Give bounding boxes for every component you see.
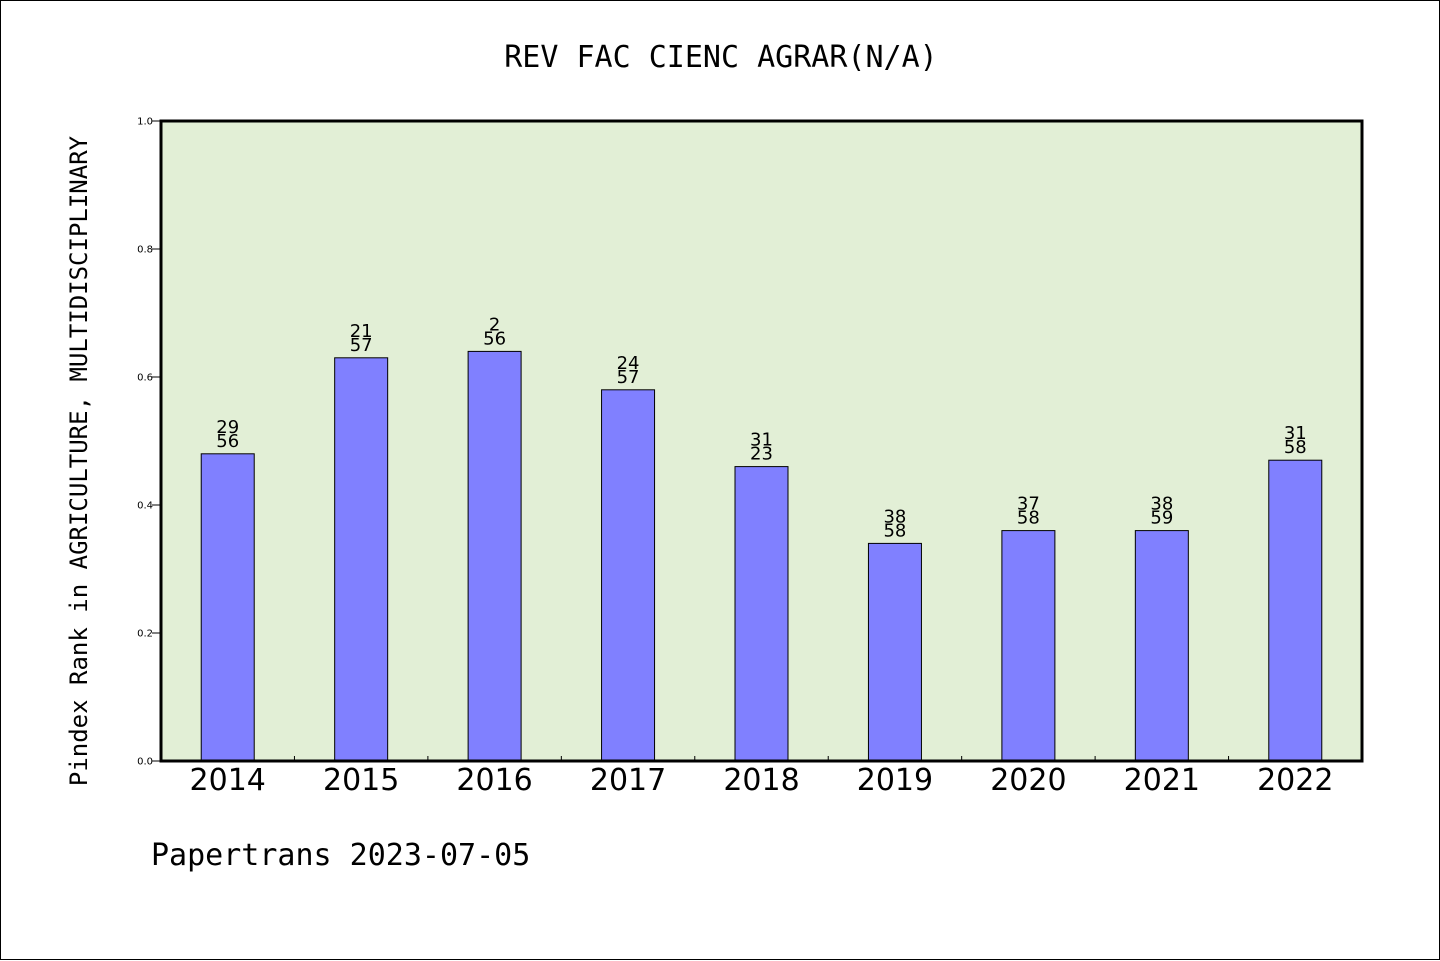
rank-label: 21 — [350, 321, 373, 342]
bar — [1134, 530, 1189, 762]
total-label: 57 — [350, 335, 373, 356]
x-tick-label: 2018 — [723, 763, 799, 798]
total-label: 59 — [1150, 508, 1173, 529]
plot-border — [159, 119, 1364, 763]
rank-label: 2 — [489, 314, 500, 335]
rank-label: 38 — [883, 506, 906, 527]
rank-label: 38 — [1150, 494, 1173, 515]
bar — [867, 542, 922, 762]
bar — [734, 466, 789, 762]
y-axis: 0.0 0.2 0.4 0.6 0.8 1.0 — [137, 117, 161, 768]
x-tick-label: 2016 — [456, 763, 532, 798]
rank-label: 29 — [216, 417, 239, 438]
bar — [334, 357, 389, 762]
total-label: 56 — [216, 431, 239, 452]
x-tick-label: 2019 — [857, 763, 933, 798]
total-label: 58 — [1284, 437, 1307, 458]
bars — [200, 350, 1323, 762]
bar — [1268, 459, 1323, 762]
bar — [601, 389, 656, 762]
y-axis-label: Pindex Rank in AGRICULTURE, MULTIDISCIPL… — [65, 135, 93, 786]
y-tick-label: 1.0 — [137, 117, 153, 128]
total-label: 56 — [483, 328, 506, 349]
rank-label: 24 — [617, 353, 640, 374]
x-axis: 2014 2015 2016 2017 2018 2019 2020 2021 2022 — [190, 756, 1333, 798]
bar — [1001, 530, 1056, 762]
y-tick-label: 0.6 — [137, 373, 153, 384]
x-tick-label: 2020 — [990, 763, 1066, 798]
rank-label: 31 — [750, 430, 773, 451]
x-tick-label: 2022 — [1257, 763, 1333, 798]
total-label: 58 — [1017, 508, 1040, 529]
y-tick-label: 0.4 — [137, 501, 153, 512]
chart-title: REV FAC CIENC AGRAR(N/A) — [504, 40, 937, 75]
x-tick-label: 2017 — [590, 763, 666, 798]
x-tick-label: 2014 — [190, 763, 266, 798]
y-tick-label: 0.0 — [137, 757, 153, 768]
total-label: 58 — [883, 520, 906, 541]
total-label: 23 — [750, 444, 773, 465]
y-tick-label: 0.8 — [137, 245, 153, 256]
x-tick-label: 2021 — [1124, 763, 1200, 798]
bar — [467, 350, 522, 762]
x-tick-label: 2015 — [323, 763, 399, 798]
rank-label: 37 — [1017, 494, 1040, 515]
footer-credit: Papertrans 2023-07-05 — [151, 838, 530, 873]
bar — [200, 453, 255, 762]
total-label: 57 — [617, 367, 640, 388]
rank-label: 31 — [1284, 423, 1307, 444]
y-tick-label: 0.2 — [137, 629, 153, 640]
